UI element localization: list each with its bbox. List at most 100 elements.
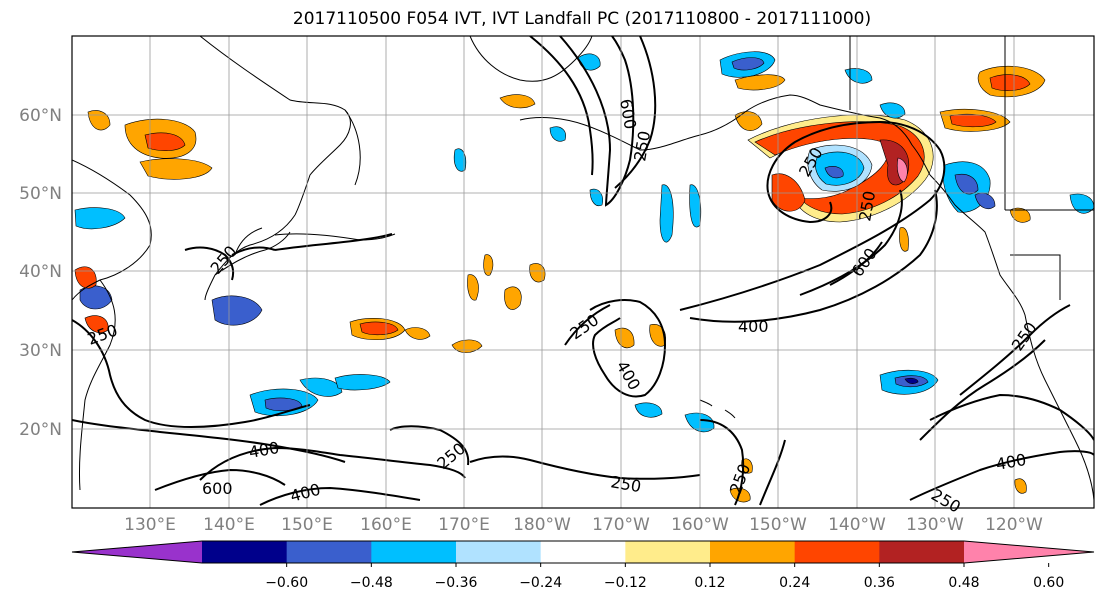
longitude-label: 170°E — [438, 515, 490, 535]
positive-anomaly — [899, 227, 909, 252]
colorbar-swatch — [286, 541, 372, 563]
longitude-label: 130°E — [124, 515, 176, 535]
negative-anomaly — [684, 412, 715, 433]
colorbar-tick-label: 0.60 — [1033, 575, 1064, 591]
negative-anomaly — [844, 68, 873, 84]
contour-label: 250 — [726, 461, 754, 496]
negative-anomaly — [74, 207, 126, 230]
contour-label: 250 — [630, 129, 654, 162]
positive-anomaly — [504, 286, 522, 310]
positive-anomaly — [734, 111, 763, 131]
colorbar-swatch — [710, 541, 796, 563]
negative-anomaly — [211, 295, 263, 326]
positive-anomaly — [771, 173, 806, 212]
negative-anomaly — [731, 57, 765, 71]
colorbar-tick-label: −0.60 — [265, 575, 308, 591]
negative-anomaly — [659, 184, 674, 243]
latitude-label: 30°N — [19, 341, 62, 361]
negative-anomaly — [334, 374, 391, 391]
positive-anomaly — [949, 113, 997, 128]
longitude-label: 150°E — [281, 515, 333, 535]
colorbar-swatch — [879, 541, 965, 563]
positive-anomaly — [87, 110, 111, 131]
contour-label: 250 — [566, 310, 602, 343]
negative-anomaly — [689, 184, 702, 228]
ivt-shading — [74, 51, 1094, 503]
contour-label: 600 — [202, 479, 233, 498]
coastlines — [72, 36, 1094, 501]
longitude-label: 160°W — [671, 515, 729, 535]
negative-anomaly — [954, 173, 979, 195]
ivt-contours — [72, 36, 1094, 506]
positive-anomaly — [74, 266, 97, 289]
contour-label: 400 — [247, 438, 280, 462]
colorbar-extend-low — [72, 541, 202, 563]
gridlines — [72, 36, 1094, 508]
colorbar-tick-label: −0.12 — [604, 575, 647, 591]
latitude-label: 60°N — [19, 106, 62, 126]
negative-anomaly — [1069, 193, 1094, 214]
negative-anomaly — [79, 285, 113, 310]
contour-label: 400 — [613, 358, 645, 394]
longitude-labels: 130°E 140°E 150°E 160°E 170°E 180°W 170°… — [124, 515, 1043, 535]
colorbar-swatch — [625, 541, 711, 563]
negative-anomaly — [453, 148, 467, 172]
longitude-label: 170°W — [592, 515, 650, 535]
negative-anomaly — [904, 377, 919, 384]
negative-anomaly — [824, 166, 844, 179]
plot-frame — [71, 35, 1095, 509]
colorbar: −0.60 −0.48 −0.36 −0.24 −0.12 0.12 0.24 0.36 0.4… — [71, 540, 1095, 591]
positive-anomaly — [1009, 207, 1031, 223]
contour-label: 250 — [207, 242, 241, 278]
colorbar-tick-label: −0.48 — [350, 575, 393, 591]
colorbar-tick-label: 0.24 — [779, 575, 810, 591]
positive-anomaly — [139, 158, 213, 180]
positive-anomaly — [741, 458, 753, 474]
negative-anomaly — [879, 102, 906, 119]
contour-label: 400 — [994, 450, 1027, 474]
longitude-label: 120°W — [985, 515, 1043, 535]
positive-anomaly — [614, 327, 635, 349]
contour-label: 400 — [288, 480, 322, 506]
colorbar-tick-label: 0.48 — [948, 575, 979, 591]
positive-anomaly — [359, 321, 399, 336]
map-title: 2017110500 F054 IVT, IVT Landfall PC (20… — [292, 9, 872, 29]
colorbar-outline — [71, 540, 1095, 564]
colorbar-tick-label: 0.12 — [694, 575, 725, 591]
colorbar-swatch — [371, 541, 457, 563]
negative-anomaly — [634, 402, 663, 418]
contour-label: 400 — [738, 317, 769, 336]
latitude-label: 50°N — [19, 184, 62, 204]
negative-anomaly — [299, 377, 343, 397]
positive-anomaly — [84, 315, 109, 333]
longitude-label: 140°W — [828, 515, 886, 535]
latitude-labels: 60°N 50°N 40°N 30°N 20°N — [19, 106, 62, 440]
positive-anomaly — [734, 74, 786, 91]
colorbar-swatch — [202, 541, 288, 563]
negative-anomaly — [264, 397, 303, 412]
colorbar-tick-label: −0.36 — [435, 575, 478, 591]
colorbar-swatch — [794, 541, 880, 563]
longitude-label: 160°E — [360, 515, 412, 535]
negative-anomaly — [589, 188, 603, 207]
positive-anomaly — [499, 94, 536, 109]
colorbar-extend-high — [964, 541, 1094, 563]
colorbar-tick-label: −0.24 — [519, 575, 562, 591]
positive-anomaly — [1014, 478, 1027, 494]
colorbar-tick-label: 0.36 — [864, 575, 895, 591]
colorbar-swatch — [456, 541, 542, 563]
latitude-label: 20°N — [19, 420, 62, 440]
longitude-label: 180°W — [513, 515, 571, 535]
negative-anomaly — [549, 126, 566, 142]
colorbar-swatch — [540, 541, 626, 563]
contour-label: 250 — [609, 472, 642, 496]
contour-label: 600 — [616, 97, 640, 130]
positive-anomaly — [451, 339, 483, 353]
positive-anomaly — [729, 487, 751, 503]
positive-anomaly — [529, 263, 546, 283]
contour-label: 250 — [855, 189, 879, 222]
positive-anomaly — [896, 157, 908, 183]
positive-anomaly — [467, 274, 479, 301]
latitude-label: 40°N — [19, 262, 62, 282]
